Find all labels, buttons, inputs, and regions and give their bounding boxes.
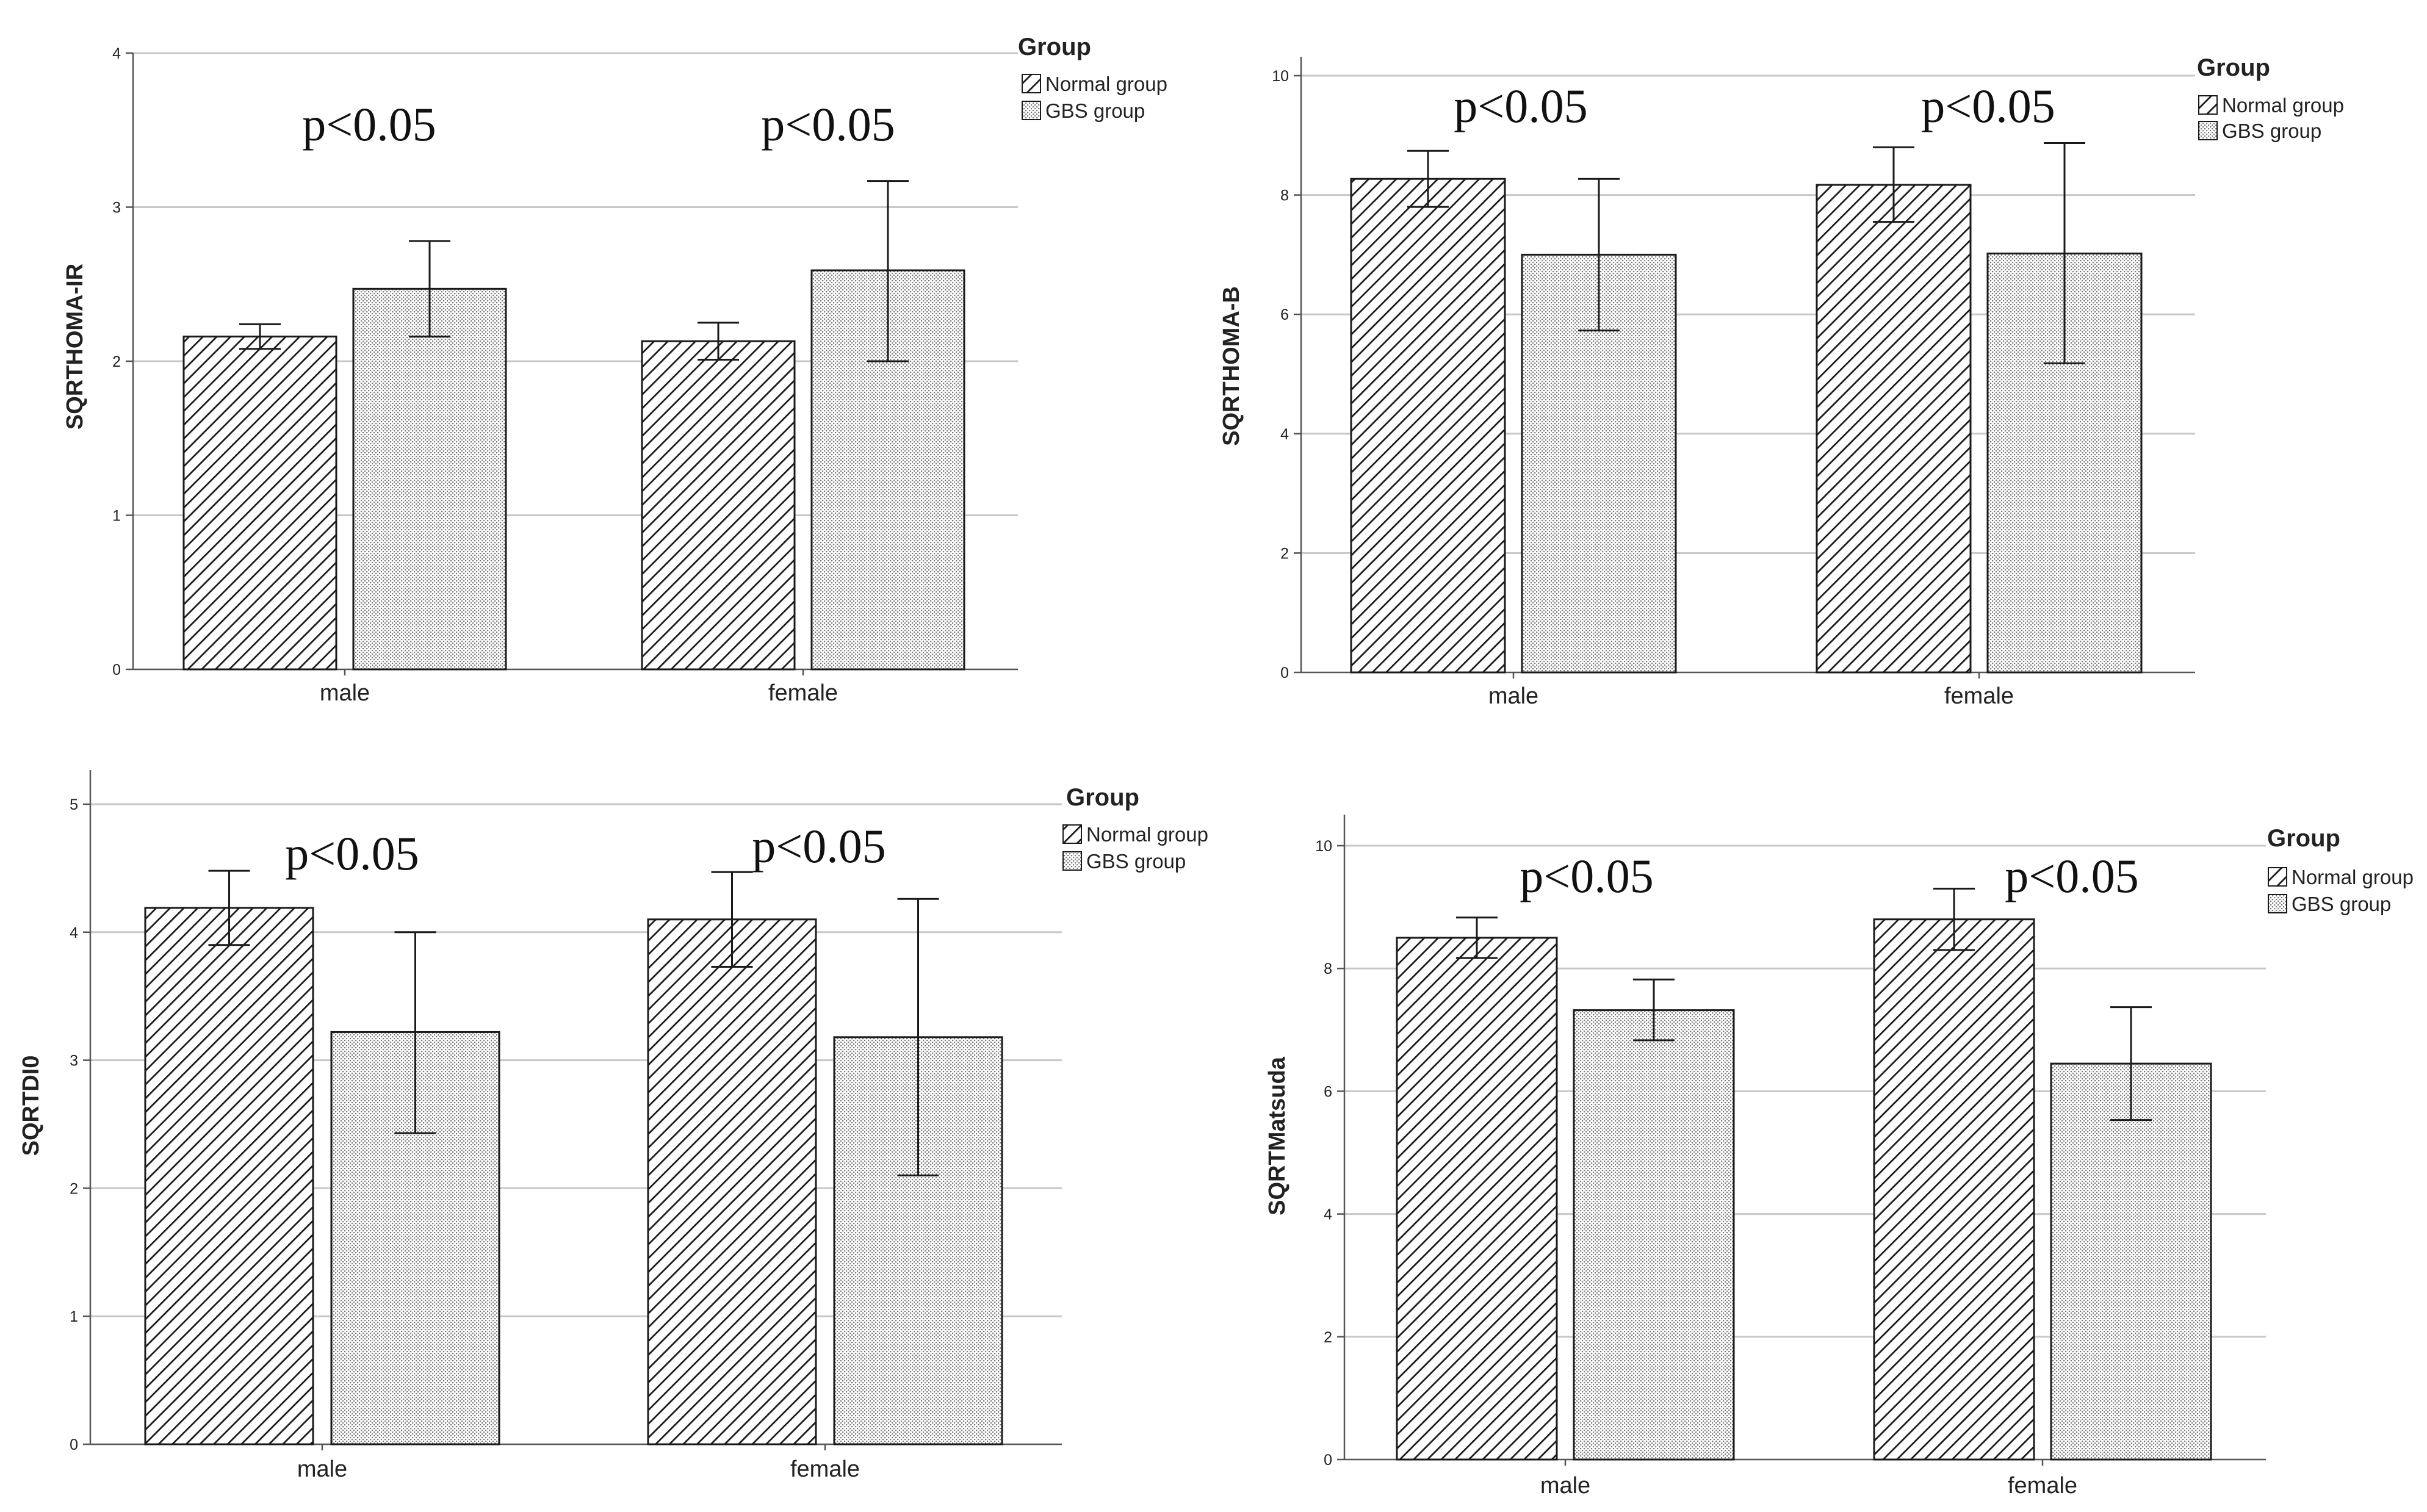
chart-panel-3: 0 1 2 3 4 5 male female p<0.05 p<0.05 SQRTDI0 Group… [18, 770, 1208, 1482]
chart-panel-4: 0 2 4 6 8 10 male female p<0.05 p<0.05 SQRTMatsuda… [1264, 815, 2414, 1499]
p-value-annotation: p<0.05 [761, 98, 895, 151]
legend-swatch-normal [1062, 824, 1082, 844]
legend-label-gbs: GBS group [2222, 120, 2321, 142]
legend-label-normal: Normal group [1045, 73, 1167, 95]
bar-normal-female[interactable] [647, 918, 817, 1445]
y-tick-label: 6 [1324, 1083, 1332, 1100]
legend-swatch-gbs [2268, 894, 2287, 913]
legend-swatch-gbs [1022, 101, 1041, 120]
chart-panel-2: 0 2 4 6 8 10 male female p<0.05 p<0.05 SQRTHOMA-B G… [1219, 54, 2344, 709]
bar-gbs-male[interactable] [1573, 1009, 1735, 1461]
y-tick-label: 10 [1272, 68, 1289, 85]
x-tick-label-female: female [2008, 1473, 2077, 1499]
bar-normal-male[interactable] [1350, 178, 1506, 674]
x-tick-label-female: female [768, 680, 838, 706]
y-tick-label: 4 [112, 45, 121, 62]
p-value-annotation: p<0.05 [2005, 849, 2139, 902]
bar-normal-female[interactable] [641, 340, 796, 671]
y-tick-label: 8 [1324, 960, 1332, 977]
y-tick-label: 2 [70, 1180, 78, 1197]
y-tick-label: 1 [112, 508, 121, 525]
bar-gbs-female[interactable] [1986, 252, 2143, 674]
p-value-annotation: p<0.05 [302, 98, 436, 151]
legend-swatch-gbs [1062, 851, 1082, 871]
legend-label-gbs: GBS group [1045, 99, 1145, 122]
p-value-annotation: p<0.05 [1520, 849, 1654, 902]
p-value-annotation: p<0.05 [1454, 79, 1588, 132]
y-tick-label: 2 [1324, 1329, 1332, 1346]
bar-normal-male[interactable] [182, 336, 337, 671]
chart-panel-1: 0 1 2 3 4 male female p<0.05 p<0.05 SQRTHOMA-IR Gr… [62, 34, 1167, 706]
legend-label-normal: Normal group [1086, 823, 1208, 846]
y-axis-title: SQRTHOMA-B [1219, 286, 1244, 446]
legend-title: Group [1018, 34, 1091, 60]
legend-swatch-normal [1022, 74, 1041, 93]
y-axis-title: SQRTDI0 [18, 1056, 44, 1156]
p-value-annotation: p<0.05 [752, 819, 886, 873]
bar-normal-female[interactable] [1873, 918, 2035, 1461]
y-tick-label: 4 [1280, 426, 1289, 443]
bar-normal-male[interactable] [1396, 937, 1558, 1461]
y-tick-label: 10 [1315, 838, 1332, 855]
y-tick-label: 0 [1280, 664, 1289, 682]
bar-gbs-female[interactable] [2050, 1062, 2212, 1461]
bar-normal-male[interactable] [144, 907, 314, 1445]
y-axis-title: SQRTMatsuda [1264, 1056, 1290, 1215]
bar-gbs-male[interactable] [352, 287, 507, 671]
x-tick-label-male: male [320, 680, 370, 706]
p-value-annotation: p<0.05 [285, 827, 419, 880]
y-tick-label: 0 [1324, 1452, 1332, 1469]
legend-swatch-normal [2198, 95, 2218, 115]
legend-label-normal: Normal group [2222, 94, 2344, 117]
y-tick-label: 4 [1324, 1206, 1332, 1223]
y-tick-label: 0 [112, 661, 121, 679]
y-axis-title: SQRTHOMA-IR [62, 264, 88, 430]
legend-label-gbs: GBS group [1086, 850, 1186, 873]
y-tick-label: 0 [70, 1436, 78, 1453]
y-tick-label: 1 [70, 1308, 78, 1325]
legend-swatch-gbs [2198, 121, 2218, 140]
legend-title: Group [1066, 784, 1139, 811]
y-tick-label: 8 [1280, 187, 1289, 204]
y-tick-label: 6 [1280, 306, 1289, 323]
y-tick-label: 3 [70, 1053, 78, 1070]
legend: Group Normal group GBS group [1062, 784, 1208, 873]
bar-gbs-female[interactable] [810, 269, 965, 671]
legend: Group Normal group GBS group [2267, 825, 2414, 915]
bar-normal-female[interactable] [1816, 184, 1972, 674]
legend-title: Group [2197, 54, 2270, 81]
y-tick-label: 5 [70, 796, 78, 813]
x-tick-label-male: male [297, 1456, 347, 1482]
p-value-annotation: p<0.05 [1921, 79, 2055, 132]
legend: Group Normal group GBS group [1018, 34, 1167, 122]
x-tick-label-male: male [1488, 683, 1538, 709]
legend-label-gbs: GBS group [2292, 893, 2391, 915]
y-tick-label: 3 [112, 200, 121, 217]
legend-label-normal: Normal group [2292, 866, 2414, 888]
x-tick-label-female: female [790, 1456, 860, 1482]
y-tick-label: 2 [112, 353, 121, 370]
x-tick-label-female: female [1944, 683, 2014, 709]
legend-title: Group [2267, 825, 2340, 852]
y-tick-label: 2 [1280, 545, 1289, 562]
x-tick-label-male: male [1540, 1473, 1590, 1499]
y-tick-label: 4 [70, 924, 78, 941]
legend: Group Normal group GBS group [2197, 54, 2344, 142]
legend-swatch-normal [2268, 867, 2287, 887]
